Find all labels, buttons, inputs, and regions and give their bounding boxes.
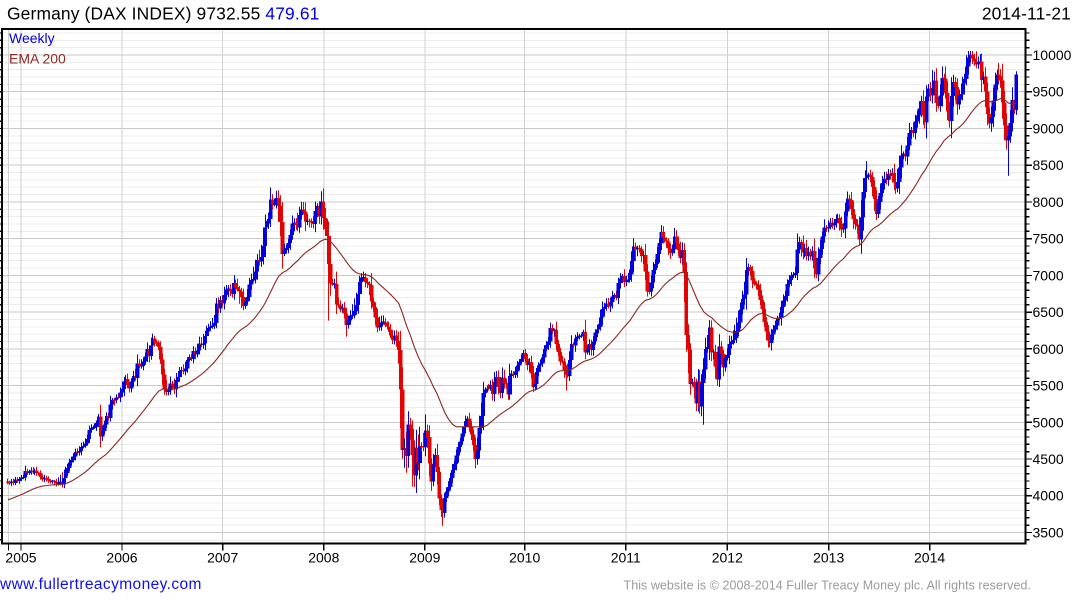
svg-text:5500: 5500 — [1033, 378, 1064, 394]
svg-text:7000: 7000 — [1033, 267, 1064, 283]
svg-text:2010: 2010 — [509, 550, 540, 566]
svg-text:2006: 2006 — [106, 550, 137, 566]
svg-text:7500: 7500 — [1033, 231, 1064, 247]
svg-text:6000: 6000 — [1033, 341, 1064, 357]
svg-text:2012: 2012 — [712, 550, 743, 566]
svg-text:2011: 2011 — [611, 550, 641, 566]
svg-text:6500: 6500 — [1033, 304, 1064, 320]
svg-text:8000: 8000 — [1033, 194, 1064, 210]
svg-text:2014: 2014 — [914, 550, 945, 566]
svg-text:2009: 2009 — [409, 550, 440, 566]
svg-text:4500: 4500 — [1033, 451, 1064, 467]
svg-text:This website is © 2008-2014 Fu: This website is © 2008-2014 Fuller Treac… — [624, 579, 1031, 593]
svg-text:www.fullertreacymoney.com: www.fullertreacymoney.com — [0, 576, 202, 593]
svg-text:10000: 10000 — [1033, 47, 1072, 63]
svg-text:2007: 2007 — [207, 550, 238, 566]
svg-text:9500: 9500 — [1033, 84, 1064, 100]
svg-text:5000: 5000 — [1033, 414, 1064, 430]
svg-text:4000: 4000 — [1033, 488, 1064, 504]
svg-text:8500: 8500 — [1033, 157, 1064, 173]
svg-text:3500: 3500 — [1033, 525, 1064, 541]
svg-text:2014-11-21: 2014-11-21 — [982, 4, 1071, 24]
svg-text:Weekly: Weekly — [9, 30, 55, 46]
svg-text:2013: 2013 — [813, 550, 844, 566]
svg-text:EMA 200: EMA 200 — [9, 51, 66, 67]
svg-text:Germany (DAX INDEX) 9732.55 47: Germany (DAX INDEX) 9732.55 479.61 — [7, 4, 320, 24]
svg-text:9000: 9000 — [1033, 121, 1064, 137]
svg-text:2008: 2008 — [308, 550, 339, 566]
svg-text:2005: 2005 — [5, 550, 36, 566]
